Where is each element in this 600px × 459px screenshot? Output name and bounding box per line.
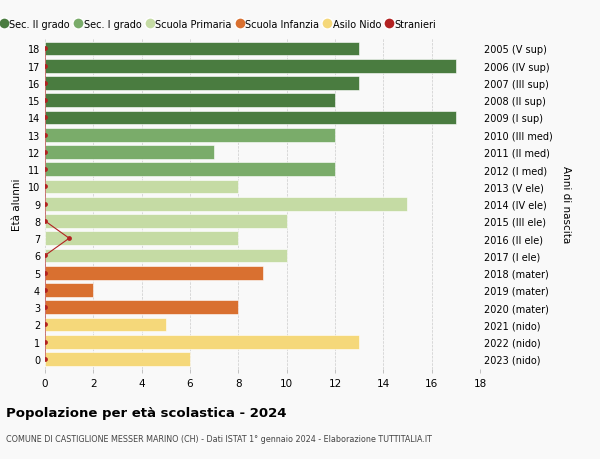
Bar [45,180,238,194]
Bar [45,197,407,211]
Point [40,321,50,328]
Point [40,149,50,156]
Point [40,166,50,174]
Point [40,63,50,70]
Bar [45,283,94,297]
Bar [45,129,335,142]
Bar [45,163,335,177]
Point [40,97,50,105]
Bar [45,318,166,331]
Text: Popolazione per età scolastica - 2024: Popolazione per età scolastica - 2024 [6,406,287,419]
Bar [45,353,190,366]
Point [40,183,50,191]
Point [40,218,50,225]
Bar [45,266,263,280]
Point [40,269,50,277]
Point [40,252,50,259]
Bar [45,94,335,108]
Point [40,286,50,294]
Point [40,201,50,208]
Y-axis label: Anni di nascita: Anni di nascita [561,166,571,243]
Bar [45,77,359,90]
Bar [45,301,238,314]
Legend: Sec. II grado, Sec. I grado, Scuola Primaria, Scuola Infanzia, Asilo Nido, Stran: Sec. II grado, Sec. I grado, Scuola Prim… [0,16,440,34]
Point [40,45,50,53]
Bar [45,249,287,263]
Bar [45,214,287,228]
Text: COMUNE DI CASTIGLIONE MESSER MARINO (CH) - Dati ISTAT 1° gennaio 2024 - Elaboraz: COMUNE DI CASTIGLIONE MESSER MARINO (CH)… [6,434,432,443]
Point [64,235,74,242]
Point [40,338,50,346]
Point [40,114,50,122]
Point [40,132,50,139]
Point [40,80,50,87]
Bar [45,232,238,246]
Bar [45,42,359,56]
Bar [45,60,456,73]
Bar [45,111,456,125]
Point [40,304,50,311]
Bar [45,335,359,349]
Bar [45,146,214,159]
Y-axis label: Età alunni: Età alunni [12,178,22,230]
Point [40,355,50,363]
